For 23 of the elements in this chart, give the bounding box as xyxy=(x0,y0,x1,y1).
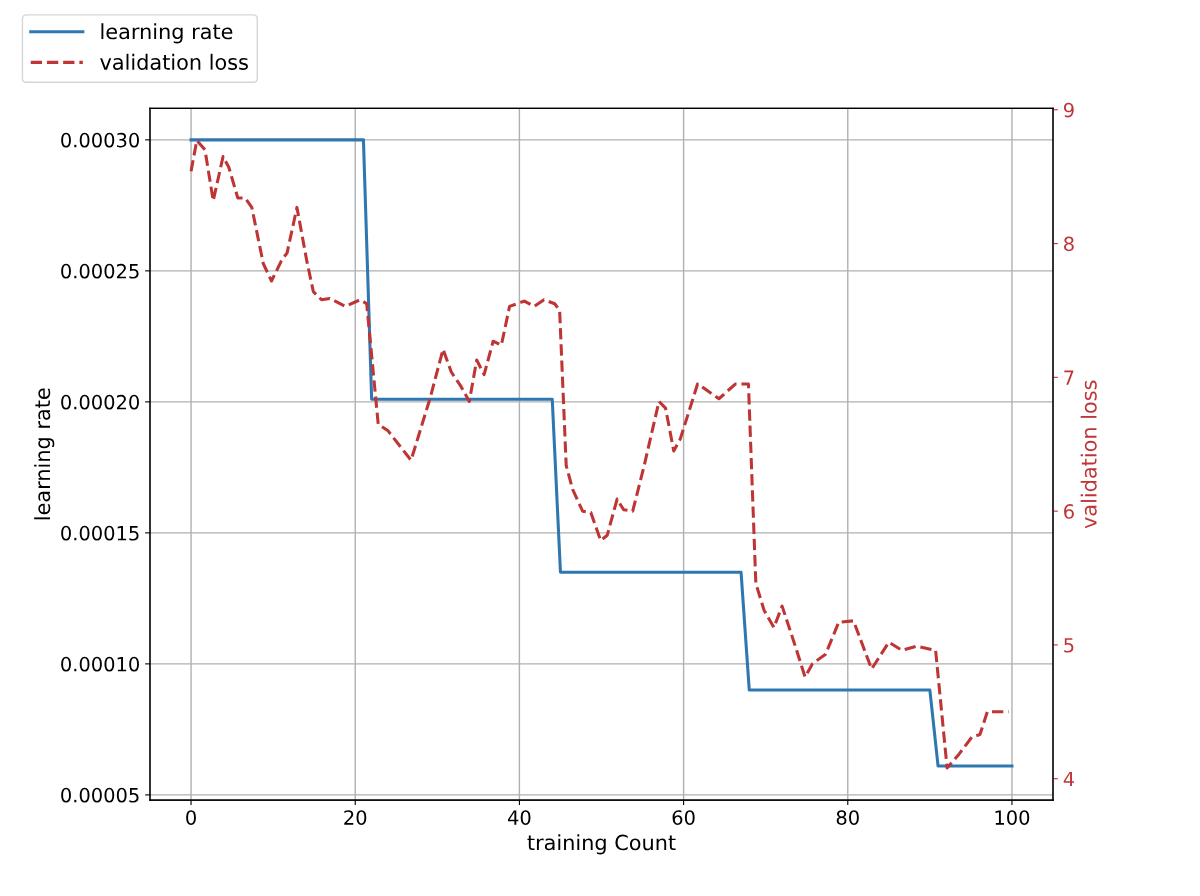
y2-tick-label: 9 xyxy=(1063,102,1074,118)
legend-label: validation loss xyxy=(100,53,248,70)
x-tick-label: 100 xyxy=(995,810,1030,825)
y-tick-label: 0.00010 xyxy=(61,656,139,672)
x-tick-label: 20 xyxy=(344,810,367,825)
y2-tick-label: 4 xyxy=(1063,771,1074,787)
y-axis-title: learning rate xyxy=(34,388,55,520)
y2-tick-label: 6 xyxy=(1064,504,1074,519)
x-tick-label: 40 xyxy=(507,810,531,825)
x-tick-label: 0 xyxy=(186,810,196,825)
y2-axis-title: validation loss xyxy=(1080,380,1097,529)
y-tick-label: 0.00020 xyxy=(61,394,139,410)
y2-tick-label: 8 xyxy=(1064,236,1074,252)
y-tick-label: 0.00025 xyxy=(61,263,139,279)
x-tick-label: 80 xyxy=(836,810,859,825)
y-tick-label: 0.00005 xyxy=(61,787,139,803)
y-tick-label: 0.00030 xyxy=(61,132,139,148)
y-tick-label: 0.00015 xyxy=(61,525,139,541)
y2-tick-label: 5 xyxy=(1064,638,1074,653)
y2-tick-label: 7 xyxy=(1064,370,1074,385)
legend-label: learning rate xyxy=(101,23,233,44)
x-axis-title: training Count xyxy=(527,834,676,855)
x-tick-label: 60 xyxy=(672,810,695,825)
